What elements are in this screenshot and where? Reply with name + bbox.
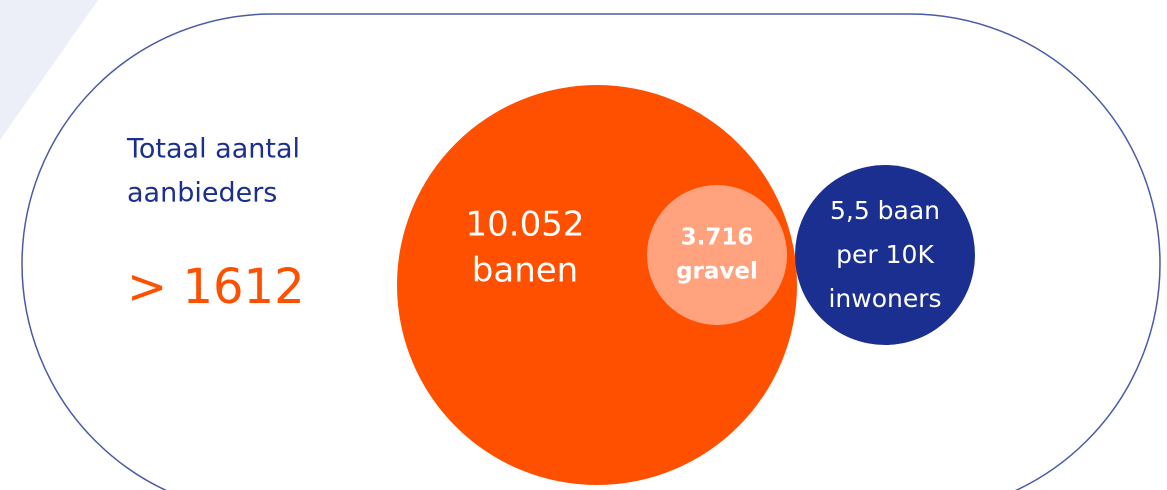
- main-label: 10.052: [466, 205, 585, 245]
- side-label: inwoners: [828, 284, 941, 313]
- pill-outline: [21, 13, 1161, 490]
- inner-label: gravel: [676, 259, 758, 285]
- main-circle: [397, 85, 797, 485]
- corner-shape: [0, 0, 98, 140]
- side-label: 5,5 baan: [830, 196, 940, 225]
- total-value: > 1612: [127, 259, 305, 315]
- main-label: banen: [472, 251, 578, 291]
- inner-circle: [647, 185, 787, 325]
- inner-label: 3.716: [681, 225, 754, 251]
- side-label: per 10K: [836, 240, 934, 269]
- heading-line: aanbieders: [127, 178, 277, 209]
- side-circle: [795, 165, 975, 345]
- heading-line: Totaal aantal: [126, 134, 300, 165]
